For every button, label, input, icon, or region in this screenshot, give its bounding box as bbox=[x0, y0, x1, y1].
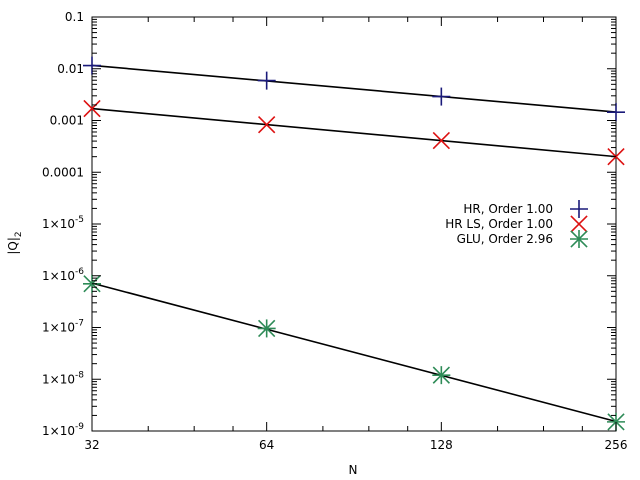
y-tick-label: 0.01 bbox=[57, 62, 84, 76]
data-point-series-1 bbox=[607, 103, 625, 122]
data-point-series-3 bbox=[432, 366, 451, 385]
legend-marker-series-2 bbox=[570, 215, 588, 233]
y-tick-label: 1×10-7 bbox=[42, 319, 84, 335]
data-point-series-2 bbox=[83, 99, 101, 118]
data-point-series-2 bbox=[432, 131, 450, 150]
y-tick-label: 1×10-8 bbox=[42, 370, 84, 386]
y-tick-label-base: 1×10 bbox=[42, 269, 75, 283]
y-tick-label: 1×10-9 bbox=[42, 422, 84, 438]
x-tick-label: 64 bbox=[259, 438, 274, 452]
y-axis-label: |Q|2 bbox=[6, 231, 24, 254]
legend-marker-series-3 bbox=[570, 230, 588, 248]
y-tick-label-exponent: -6 bbox=[75, 267, 84, 277]
data-point-series-1 bbox=[432, 87, 451, 106]
fit-line-series-2 bbox=[91, 107, 617, 158]
legend-label: HR LS, Order 1.00 bbox=[445, 217, 553, 231]
x-axis-label: N bbox=[349, 463, 358, 477]
y-tick-label-base: 0.01 bbox=[57, 62, 84, 76]
y-tick-label: 1×10-5 bbox=[42, 215, 84, 231]
y-tick-label-exponent: -8 bbox=[75, 370, 84, 380]
y-tick-label-exponent: -5 bbox=[75, 215, 84, 225]
data-point-series-3 bbox=[257, 319, 276, 338]
legend-marker-series-1 bbox=[570, 200, 588, 218]
y-tick-label: 0.0001 bbox=[42, 165, 84, 179]
y-tick-label-base: 1×10 bbox=[42, 424, 75, 438]
data-point-series-1 bbox=[83, 56, 101, 75]
y-tick-label-base: 0.0001 bbox=[42, 165, 84, 179]
y-tick-label-base: 1×10 bbox=[42, 372, 75, 386]
fit-line-series-3 bbox=[91, 282, 617, 423]
y-tick-label-base: 1×10 bbox=[42, 217, 75, 231]
legend-label: GLU, Order 2.96 bbox=[457, 232, 553, 246]
x-tick-label: 128 bbox=[430, 438, 453, 452]
y-axis-label-subscript: 2 bbox=[14, 231, 24, 237]
y-tick-label: 0.1 bbox=[65, 10, 84, 24]
x-tick-label: 256 bbox=[605, 438, 628, 452]
y-tick-label-exponent: -7 bbox=[75, 319, 84, 329]
fit-line-series-1 bbox=[91, 64, 617, 113]
data-point-series-1 bbox=[257, 71, 276, 90]
legend-label: HR, Order 1.00 bbox=[463, 202, 553, 216]
y-tick-label: 0.001 bbox=[50, 114, 84, 128]
y-tick-label-base: 0.001 bbox=[50, 114, 84, 128]
x-tick-label: 32 bbox=[84, 438, 99, 452]
y-axis-label-main: |Q| bbox=[6, 237, 20, 255]
y-tick-label: 1×10-6 bbox=[42, 267, 84, 283]
y-tick-label-exponent: -9 bbox=[75, 422, 84, 432]
data-point-series-2 bbox=[258, 116, 276, 134]
y-tick-label-base: 1×10 bbox=[42, 321, 75, 335]
y-tick-label-base: 0.1 bbox=[65, 10, 84, 24]
